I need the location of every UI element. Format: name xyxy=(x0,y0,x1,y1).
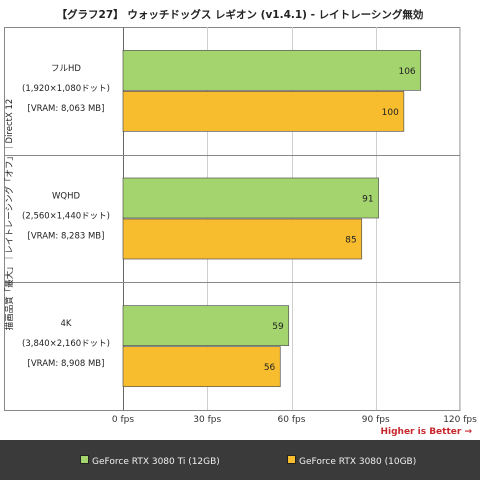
bar-series1-cat0 xyxy=(122,90,405,132)
bar-series1-cat2 xyxy=(122,346,281,388)
value-label-series1-cat2: 56 xyxy=(264,363,276,373)
value-label-series0-cat0: 106 xyxy=(398,67,415,77)
bar-series0-cat0 xyxy=(122,49,422,91)
x-tick-label-0: 0 fps xyxy=(112,415,134,425)
higher-is-better-note: Higher is Better → xyxy=(380,427,472,437)
x-tick-label-1: 30 fps xyxy=(193,415,221,425)
legend-item-rtx-3080: GeForce RTX 3080 (10GB) xyxy=(287,455,416,467)
x-tick-label-3: 90 fps xyxy=(362,415,390,425)
value-label-series1-cat0: 100 xyxy=(382,108,399,118)
legend-swatch-rtx-3080-ti xyxy=(80,455,89,464)
bar-chart: 0 fps 30 fps 60 fps 90 fps 120 fps フルHD (1,920… xyxy=(4,27,477,425)
chart-title: 【グラフ27】 ウォッチドッグス レギオン (v1.4.1) - レイトレーシン… xyxy=(56,9,424,21)
legend-label-rtx-3080: GeForce RTX 3080 (10GB) xyxy=(299,457,417,467)
category-label-0: フルHD (1,920×1,080ドット) [VRAM: 8,063 MB] xyxy=(22,64,110,114)
value-label-series0-cat1: 91 xyxy=(362,195,373,205)
value-label-series0-cat2: 59 xyxy=(272,322,284,332)
legend: GeForce RTX 3080 Ti (12GB) GeForce RTX 3… xyxy=(0,440,480,480)
bar-series0-cat2 xyxy=(122,305,290,347)
legend-label-rtx-3080-ti: GeForce RTX 3080 Ti (12GB) xyxy=(92,457,220,467)
x-tick-label-4: 120 fps xyxy=(443,415,477,425)
bar-series1-cat1 xyxy=(122,218,363,260)
legend-swatch-rtx-3080 xyxy=(287,455,296,464)
bar-series0-cat1 xyxy=(122,177,379,219)
x-tick-label-2: 60 fps xyxy=(278,415,306,425)
value-label-series1-cat1: 85 xyxy=(345,236,356,246)
category-label-2: 4K (3,840×2,160ドット) [VRAM: 8,908 MB] xyxy=(22,319,110,369)
y-axis-label: 描画品質「最大」｜レイトレーシング「オフ」｜DirectX 12 xyxy=(4,99,15,331)
legend-item-rtx-3080-ti: GeForce RTX 3080 Ti (12GB) xyxy=(80,455,220,467)
category-label-1: WQHD (2,560×1,440ドット) [VRAM: 8,283 MB] xyxy=(22,192,110,242)
